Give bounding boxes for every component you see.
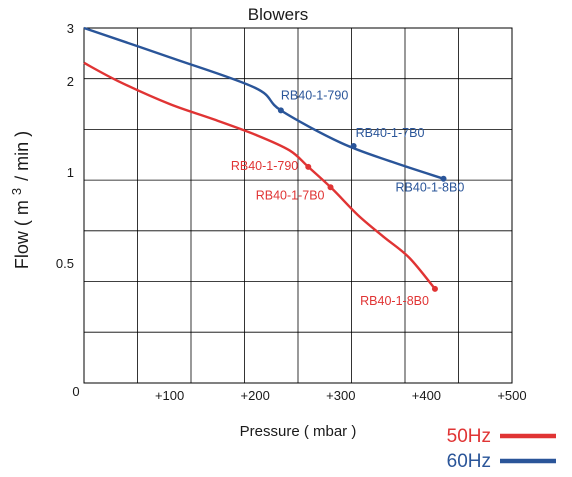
legend-label-50hz: 50Hz xyxy=(447,426,491,447)
x-tick-label: 0 xyxy=(72,384,79,399)
y-tick-label: 1 xyxy=(67,165,74,180)
series-line-60hz xyxy=(83,26,444,180)
tick-labels: 0 +100 +200 +300 +400 +500 3 2 1 0.5 xyxy=(56,21,527,403)
y-axis-label-prefix: Flow ( m xyxy=(12,200,32,269)
grid-lines xyxy=(83,27,513,384)
x-axis-label: Pressure ( mbar ) xyxy=(240,423,357,440)
x-tick-label: +500 xyxy=(497,388,526,403)
legend: 50Hz 60Hz xyxy=(447,426,556,472)
x-tick-label: +300 xyxy=(326,388,355,403)
data-point-60hz xyxy=(350,142,357,149)
data-label-60hz: RB40-1-7B0 xyxy=(356,126,425,140)
y-axis-label-superscript: 3 xyxy=(9,188,24,195)
data-point-60hz xyxy=(277,107,284,114)
data-label-50hz: RB40-1-7B0 xyxy=(256,188,325,202)
legend-label-60hz: 60Hz xyxy=(447,451,491,472)
y-tick-label: 0.5 xyxy=(56,256,74,271)
chart-title: Blowers xyxy=(248,5,308,24)
data-label-50hz: RB40-1-8B0 xyxy=(360,294,429,308)
data-label-50hz: RB40-1-790 xyxy=(231,159,298,173)
plot-frame xyxy=(83,27,513,384)
x-tick-label: +100 xyxy=(155,388,184,403)
y-axis-label: Flow ( m 3 / min ) xyxy=(5,131,32,269)
data-point-50hz xyxy=(305,163,312,170)
data-point-50hz xyxy=(327,184,334,191)
series-line-50hz xyxy=(83,61,436,290)
x-tick-label: +400 xyxy=(412,388,441,403)
series-lines: RB40-1-790 RB40-1-7B0 RB40-1-8B0 RB40-1-790… xyxy=(83,26,465,308)
y-axis-label-suffix: / min ) xyxy=(12,131,32,181)
data-label-60hz: RB40-1-8B0 xyxy=(396,181,465,195)
x-tick-label: +200 xyxy=(241,388,270,403)
data-point-50hz xyxy=(431,285,438,292)
data-label-60hz: RB40-1-790 xyxy=(281,88,348,102)
data-point-60hz xyxy=(440,175,447,182)
y-tick-label: 3 xyxy=(67,21,74,36)
y-tick-label: 2 xyxy=(67,74,74,89)
